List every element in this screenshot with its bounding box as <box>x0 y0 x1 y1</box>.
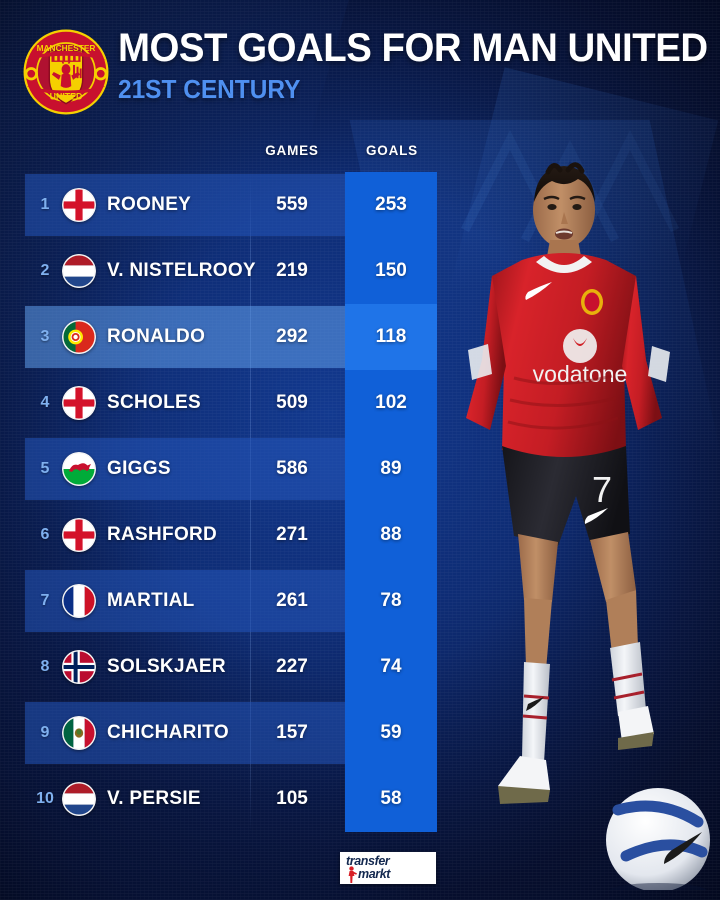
flag-netherlands-icon <box>62 782 96 816</box>
shorts-number-label: 7 <box>592 469 612 510</box>
flag-portugal-icon <box>62 320 96 354</box>
row-goals-value: 78 <box>380 590 402 611</box>
player-photo-ronaldo: vodatone 7 <box>466 162 710 890</box>
flag-netherlands-icon <box>62 254 96 288</box>
row-rank: 9 <box>40 724 50 741</box>
row-goals-value: 74 <box>380 656 402 677</box>
goals-highlight-box <box>345 766 437 832</box>
row-games-value: 509 <box>276 392 308 413</box>
table-row[interactable]: 4 SCHOLES 509 102 <box>0 370 460 436</box>
row-goals-value: 88 <box>380 524 402 545</box>
page-subtitle: 21ST CENTURY <box>118 74 301 104</box>
crest-top-label: MANCHESTER <box>37 43 96 53</box>
rankings-table: 1 ROONEY 559 253 2 V. NISTELROOY 219 150 3 RONALD… <box>0 172 460 832</box>
column-header-goals: GOALS <box>365 143 418 158</box>
table-row[interactable]: 2 V. NISTELROOY 219 150 <box>0 238 460 304</box>
column-header-games: GAMES <box>265 143 319 158</box>
flag-england-icon <box>62 386 96 420</box>
goals-highlight-box <box>345 700 437 766</box>
table-row[interactable]: 10 V. PERSIE 105 58 <box>0 766 460 832</box>
row-games-value: 219 <box>276 260 308 281</box>
goals-highlight-box <box>345 172 437 238</box>
table-row[interactable]: 7 MARTIAL 261 78 <box>0 568 460 634</box>
table-column-headers: GAMES GOALS <box>0 143 460 163</box>
goals-highlight-box <box>345 238 437 304</box>
row-games-value: 105 <box>276 788 308 809</box>
table-divider-line <box>250 172 251 832</box>
table-row[interactable]: 5 GIGGS 586 89 <box>0 436 460 502</box>
goals-highlight-box <box>345 568 437 634</box>
crest-bottom-label: UNITED <box>50 91 83 101</box>
row-player-name: SCHOLES <box>107 392 201 413</box>
row-player-name: V. PERSIE <box>107 788 201 809</box>
goals-highlight-box <box>345 370 437 436</box>
row-rank: 2 <box>40 262 50 279</box>
row-goals-value: 118 <box>375 326 407 347</box>
row-player-name: RASHFORD <box>107 524 218 545</box>
row-player-name: ROONEY <box>107 194 192 215</box>
header: MANCHESTER UNITED MOST GOALS FOR MAN UNI… <box>0 0 720 130</box>
title-block: MOST GOALS FOR MAN UNITED 21ST CENTURY <box>118 28 720 102</box>
table-row[interactable]: 9 CHICHARITO 157 59 <box>0 700 460 766</box>
row-goals-value: 58 <box>380 788 402 809</box>
table-row[interactable]: 8 SOLSKJAER 227 74 <box>0 634 460 700</box>
flag-norway-icon <box>62 650 96 684</box>
flag-england-icon <box>62 188 96 222</box>
row-goals-value: 253 <box>375 194 407 215</box>
row-goals-value: 102 <box>375 392 407 413</box>
table-row[interactable]: 1 ROONEY 559 253 <box>0 172 460 238</box>
row-player-name: SOLSKJAER <box>107 656 226 677</box>
row-player-name: GIGGS <box>107 458 171 479</box>
row-goals-value: 89 <box>380 458 402 479</box>
row-player-name: V. NISTELROOY <box>107 260 256 281</box>
row-player-name: MARTIAL <box>107 590 195 611</box>
flag-wales-icon <box>62 452 96 486</box>
transfermarkt-figure-icon <box>348 866 357 883</box>
row-games-value: 292 <box>276 326 308 347</box>
goals-highlight-box <box>345 304 437 370</box>
row-rank: 1 <box>40 196 50 213</box>
row-rank: 6 <box>40 526 50 543</box>
row-rank: 10 <box>36 790 54 807</box>
flag-france-icon <box>62 584 96 618</box>
flag-mexico-icon <box>62 716 96 750</box>
goals-highlight-box <box>345 436 437 502</box>
row-rank: 3 <box>40 328 50 345</box>
row-rank: 5 <box>40 460 50 477</box>
table-row[interactable]: 3 RONALDO 292 118 <box>0 304 460 370</box>
goals-highlight-box <box>345 502 437 568</box>
page-title: MOST GOALS FOR MAN UNITED <box>118 26 708 70</box>
transfermarkt-logo-icon[interactable]: transfer markt <box>340 852 436 884</box>
row-games-value: 227 <box>276 656 308 677</box>
transfermarkt-line-2: markt <box>358 867 391 881</box>
row-games-value: 559 <box>276 194 308 215</box>
row-games-value: 157 <box>276 722 308 743</box>
row-games-value: 271 <box>276 524 308 545</box>
row-player-name: RONALDO <box>107 326 206 347</box>
row-games-value: 586 <box>276 458 308 479</box>
row-rank: 8 <box>40 658 50 675</box>
row-goals-value: 59 <box>380 722 402 743</box>
row-player-name: CHICHARITO <box>107 722 229 743</box>
row-rank: 7 <box>40 592 50 609</box>
row-rank: 4 <box>40 394 50 411</box>
table-row[interactable]: 6 RASHFORD 271 88 <box>0 502 460 568</box>
row-games-value: 261 <box>276 590 308 611</box>
manchester-united-crest-icon: MANCHESTER UNITED <box>23 29 109 115</box>
goals-highlight-box <box>345 634 437 700</box>
flag-england-icon <box>62 518 96 552</box>
row-goals-value: 150 <box>375 260 407 281</box>
